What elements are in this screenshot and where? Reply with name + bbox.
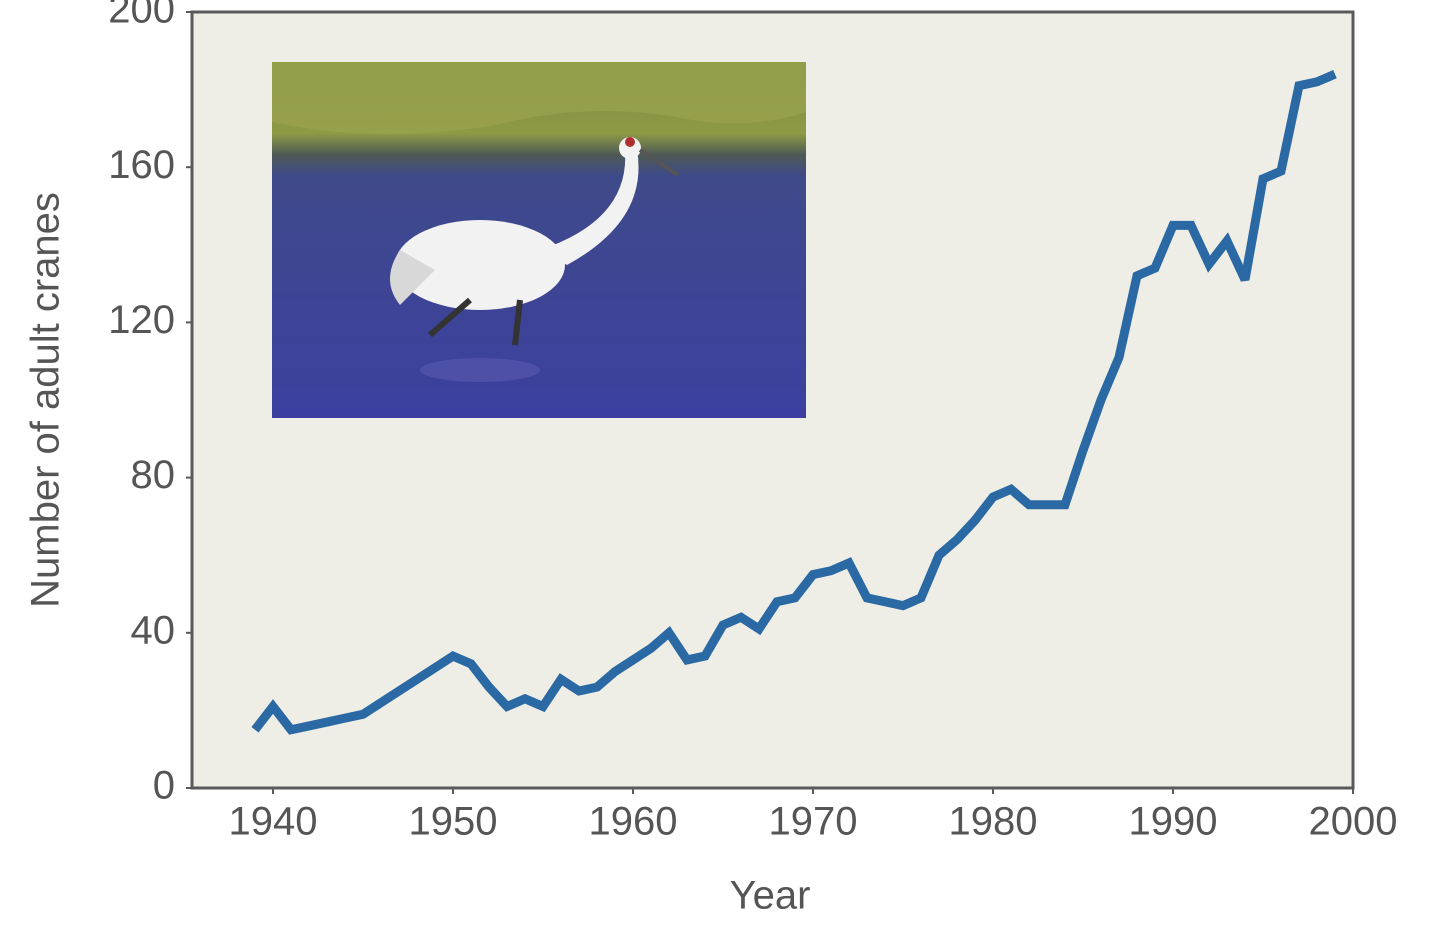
y-tick-label: 200 xyxy=(108,0,175,32)
x-tick-label: 1950 xyxy=(409,800,498,844)
y-tick-label: 40 xyxy=(131,608,176,652)
x-tick-label: 2000 xyxy=(1309,800,1398,844)
data-line xyxy=(251,69,1337,735)
y-axis-label: Number of adult cranes xyxy=(24,192,68,608)
x-tick-label: 1990 xyxy=(1129,800,1218,844)
x-tick-label: 1940 xyxy=(229,800,318,844)
x-tick-label: 1960 xyxy=(589,800,678,844)
x-tick-label: 1970 xyxy=(769,800,858,844)
y-tick-label: 80 xyxy=(131,453,176,497)
x-axis-label: Year xyxy=(730,874,811,918)
y-tick-label: 160 xyxy=(108,143,175,187)
photo-inset xyxy=(272,62,806,418)
y-tick-label: 120 xyxy=(108,298,175,342)
y-tick-label: 0 xyxy=(153,764,175,808)
x-tick-label: 1980 xyxy=(949,800,1038,844)
